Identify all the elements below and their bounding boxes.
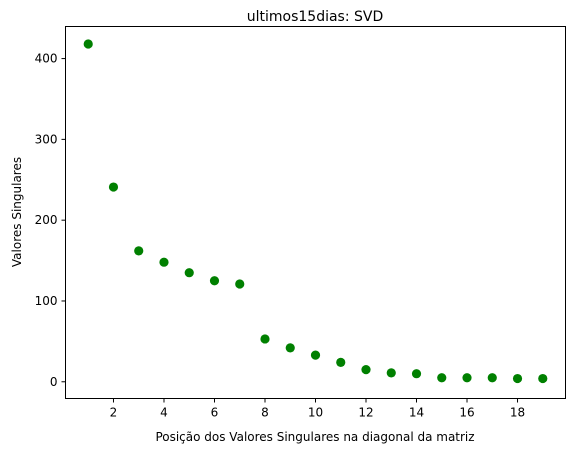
y-tick-label: 0 (50, 375, 58, 389)
data-point (462, 373, 472, 383)
x-tick-label: 12 (358, 406, 373, 420)
y-tick-label: 200 (35, 213, 58, 227)
data-point (235, 279, 245, 289)
x-tick-label: 10 (308, 406, 323, 420)
data-points (83, 39, 548, 384)
y-tick-label: 400 (35, 52, 58, 66)
y-tick-label: 300 (35, 132, 58, 146)
data-point (184, 268, 194, 278)
chart-title: ultimos15dias: SVD (247, 9, 384, 25)
data-point (361, 365, 371, 375)
x-tick-label: 6 (211, 406, 219, 420)
x-tick-label: 4 (160, 406, 168, 420)
y-axis-ticks: 0 100 200 300 400 (35, 52, 66, 389)
x-tick-label: 16 (459, 406, 474, 420)
data-point (83, 39, 93, 49)
data-point (386, 368, 396, 378)
y-tick-label: 100 (35, 294, 58, 308)
data-point (336, 357, 346, 367)
data-point (411, 369, 422, 379)
x-axis-ticks: 2 4 6 8 10 12 14 16 18 (110, 398, 525, 420)
x-axis-label: Posição dos Valores Singulares na diagon… (155, 430, 474, 444)
data-point (512, 373, 523, 384)
x-tick-label: 8 (261, 406, 269, 420)
data-point (538, 373, 548, 384)
data-point (159, 257, 169, 267)
data-point (134, 246, 144, 256)
plot-frame (65, 26, 566, 399)
y-axis-label: Valores Singulares (10, 157, 24, 267)
data-point (209, 276, 220, 286)
x-tick-label: 18 (510, 406, 525, 420)
data-point (285, 343, 295, 353)
data-point (108, 182, 119, 192)
x-tick-label: 2 (110, 406, 118, 420)
x-tick-label: 14 (409, 406, 424, 420)
data-point (437, 373, 447, 383)
data-point (487, 373, 497, 383)
data-point (260, 334, 270, 344)
data-point (310, 350, 321, 360)
